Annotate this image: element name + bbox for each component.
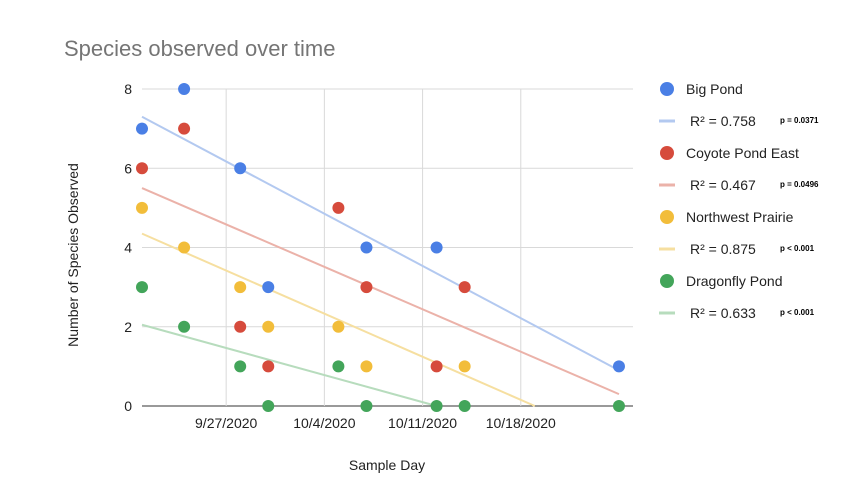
legend-series-name: Coyote Pond East <box>686 145 799 161</box>
x-axis-title: Sample Day <box>349 457 425 473</box>
legend-p-value: p = 0.0371 <box>780 116 819 125</box>
legend-marker <box>660 82 674 96</box>
legend-r2-label: R² = 0.875 <box>690 241 756 257</box>
legend-p-value: p < 0.001 <box>780 244 815 253</box>
x-tick-label: 10/18/2020 <box>486 415 556 431</box>
data-point <box>178 320 191 333</box>
data-point <box>178 241 191 254</box>
data-point <box>360 241 373 254</box>
data-point <box>430 241 443 254</box>
chart-title: Species observed over time <box>64 36 335 61</box>
data-point <box>136 281 148 294</box>
data-point <box>262 320 275 333</box>
data-point <box>234 281 247 294</box>
data-point <box>178 83 191 95</box>
trendlines <box>141 115 620 407</box>
legend-r2-label: R² = 0.467 <box>690 177 756 193</box>
legend-p-value: p < 0.001 <box>780 308 815 317</box>
data-point <box>458 400 471 412</box>
legend-series-name: Northwest Prairie <box>686 209 794 225</box>
legend-marker <box>660 146 674 160</box>
legend-r2-label: R² = 0.758 <box>690 113 756 129</box>
x-tick-label: 10/11/2020 <box>388 415 457 431</box>
y-tick-label: 6 <box>124 160 132 176</box>
data-point <box>136 162 148 175</box>
legend-series-name: Big Pond <box>686 81 743 97</box>
legend-marker <box>660 274 674 288</box>
data-point <box>262 400 275 412</box>
legend-marker <box>660 210 674 224</box>
data-point <box>360 281 373 294</box>
data-point <box>332 201 345 214</box>
data-point <box>234 360 247 373</box>
data-point <box>430 400 443 412</box>
data-point <box>332 320 345 333</box>
x-tick-label: 9/27/2020 <box>195 415 257 431</box>
data-point <box>262 360 275 373</box>
data-point <box>458 281 471 294</box>
trendline <box>141 323 437 407</box>
data-point <box>612 400 625 412</box>
y-tick-label: 8 <box>124 81 132 97</box>
y-tick-label: 0 <box>124 398 132 414</box>
data-point <box>262 281 275 294</box>
data-point <box>612 360 625 373</box>
trendline <box>141 115 620 372</box>
trendline <box>141 187 620 396</box>
data-point <box>458 360 471 373</box>
legend-r2-label: R² = 0.633 <box>690 305 756 321</box>
x-axis-ticks: 9/27/2020 10/4/2020 10/11/2020 10/18/2020 <box>195 415 556 431</box>
data-point <box>360 400 373 412</box>
data-point <box>430 360 443 373</box>
y-axis-ticks: 0 2 4 6 8 <box>124 81 132 414</box>
legend-series-name: Dragonfly Pond <box>686 273 783 289</box>
x-tick-label: 10/4/2020 <box>293 415 355 431</box>
data-point <box>234 320 247 333</box>
data-point <box>332 360 345 373</box>
data-point <box>360 360 373 373</box>
y-tick-label: 4 <box>124 240 132 256</box>
data-point <box>178 122 191 135</box>
data-point <box>136 122 148 135</box>
trendline <box>141 232 536 407</box>
data-point <box>234 162 247 175</box>
legend: Big Pond R² = 0.758 p = 0.0371 Coyote Pond … <box>659 81 819 321</box>
data-point <box>136 201 148 214</box>
y-tick-label: 2 <box>124 319 132 335</box>
legend-p-value: p = 0.0496 <box>780 180 819 189</box>
y-axis-title: Number of Species Observed <box>65 163 81 347</box>
data-points <box>136 83 625 412</box>
